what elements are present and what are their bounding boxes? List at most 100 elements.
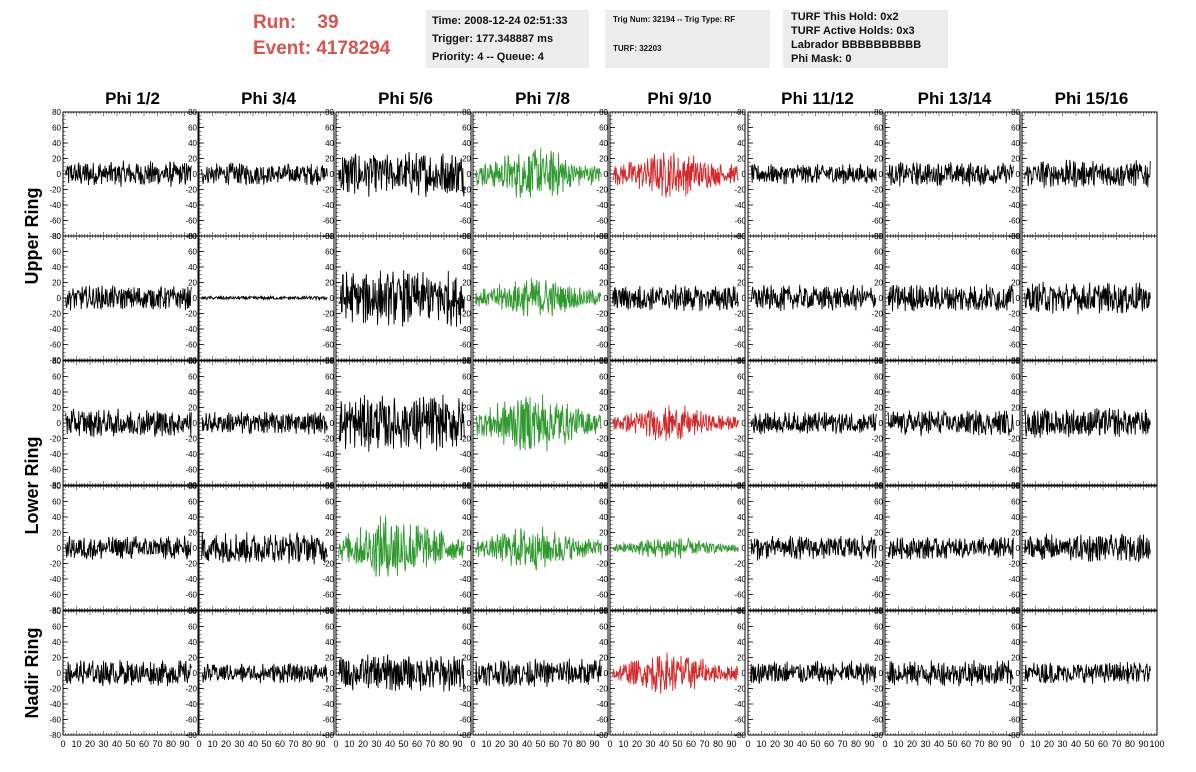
waveform-trace (612, 284, 739, 312)
y-tick-label: 40 (325, 139, 334, 148)
y-tick-label: 0 (467, 294, 472, 303)
x-tick-label: 50 (125, 739, 135, 749)
y-tick-label: 40 (1011, 388, 1020, 397)
x-tick-label: 40 (659, 739, 669, 749)
y-tick-label: -60 (596, 716, 608, 725)
y-tick-label: 80 (874, 108, 883, 117)
y-tick-label: 20 (462, 654, 471, 663)
y-tick-label: 80 (188, 357, 197, 366)
y-tick-label: -20 (459, 685, 471, 694)
waveform-trace (65, 160, 192, 187)
y-tick-label: 60 (874, 373, 883, 382)
x-tick-label: 60 (139, 739, 149, 749)
y-tick-label: 0 (879, 544, 884, 553)
x-tick-label: 30 (1057, 739, 1067, 749)
x-tick-label: 60 (412, 739, 422, 749)
waveform-trace (612, 652, 739, 694)
y-tick-label: 0 (57, 544, 62, 553)
x-tick-label: 80 (166, 739, 176, 749)
y-tick-label: 60 (599, 623, 608, 632)
y-tick-label: 20 (737, 404, 746, 413)
x-tick-label: 40 (1071, 739, 1081, 749)
y-tick-label: -20 (459, 560, 471, 569)
y-tick-label: -20 (49, 310, 61, 319)
y-tick-label: 0 (742, 419, 747, 428)
waveform-trace (65, 535, 192, 560)
x-tick-label: 20 (1044, 739, 1054, 749)
y-tick-label: 80 (1011, 607, 1020, 616)
y-tick-label: 0 (742, 294, 747, 303)
waveform-trace (750, 163, 877, 185)
trig-num-box: Trig Num: 32194 -- Trig Type: RF TURF: 3… (605, 10, 770, 68)
y-tick-label: 0 (193, 669, 198, 678)
x-tick-label: 60 (275, 739, 285, 749)
y-tick-label: 20 (874, 529, 883, 538)
y-tick-label: -20 (49, 186, 61, 195)
y-tick-label: -40 (596, 325, 608, 334)
y-tick-label: 60 (462, 498, 471, 507)
y-tick-label: 20 (462, 155, 471, 164)
waveform-trace (338, 394, 465, 452)
trig-num-text: Trig Num: 32194 -- Trig Type: RF (613, 15, 736, 24)
y-tick-label: 80 (52, 482, 61, 491)
x-tick-label: 20 (358, 739, 368, 749)
y-tick-label: 40 (874, 388, 883, 397)
event-value: 4178294 (316, 38, 391, 59)
y-tick-label: 60 (52, 124, 61, 133)
y-tick-label: 60 (1011, 248, 1020, 257)
y-tick-label: 40 (737, 638, 746, 647)
y-tick-label: 20 (874, 404, 883, 413)
y-tick-label: -40 (1008, 700, 1020, 709)
y-tick-label: -40 (49, 575, 61, 584)
waveform-trace (750, 284, 877, 312)
x-tick-label: 10 (618, 739, 628, 749)
y-tick-label: 60 (325, 498, 334, 507)
y-tick-label: -20 (734, 186, 746, 195)
run-label: Run: (253, 12, 297, 33)
y-tick-label: 80 (325, 357, 334, 366)
x-tick-label: 70 (152, 739, 162, 749)
y-tick-label: 40 (325, 513, 334, 522)
y-tick-label: 0 (193, 544, 198, 553)
y-tick-label: 60 (188, 248, 197, 257)
y-tick-label: -60 (596, 341, 608, 350)
y-tick-label: 60 (874, 124, 883, 133)
y-tick-label: 20 (52, 654, 61, 663)
y-tick-label: -20 (185, 310, 197, 319)
y-tick-label: 0 (57, 170, 62, 179)
y-tick-label: 40 (599, 638, 608, 647)
x-tick-label: 70 (562, 739, 572, 749)
y-tick-label: -40 (49, 450, 61, 459)
x-tick-label: 80 (988, 739, 998, 749)
y-tick-label: 0 (879, 170, 884, 179)
y-tick-label: -20 (322, 310, 334, 319)
x-tick-label: 10 (1030, 739, 1040, 749)
y-tick-label: 40 (462, 139, 471, 148)
y-tick-label: -40 (322, 575, 334, 584)
y-tick-label: 40 (52, 263, 61, 272)
column-title: Phi 7/8 (515, 89, 570, 108)
y-tick-label: -20 (185, 186, 197, 195)
y-tick-label: 20 (188, 654, 197, 663)
y-tick-label: -20 (596, 685, 608, 694)
x-tick-label: 50 (535, 739, 545, 749)
y-tick-label: -20 (185, 435, 197, 444)
y-tick-label: -60 (1008, 591, 1020, 600)
y-tick-label: 80 (1011, 108, 1020, 117)
x-tick-label: 20 (770, 739, 780, 749)
y-tick-label: 20 (599, 279, 608, 288)
y-tick-label: 80 (599, 482, 608, 491)
y-tick-label: 0 (1016, 544, 1021, 553)
turf-text: TURF: 32203 (613, 44, 662, 53)
y-tick-label: -20 (596, 560, 608, 569)
x-tick-label: 0 (196, 739, 201, 749)
y-tick-label: 60 (188, 124, 197, 133)
y-tick-label: 20 (188, 155, 197, 164)
y-tick-label: -80 (49, 481, 61, 490)
